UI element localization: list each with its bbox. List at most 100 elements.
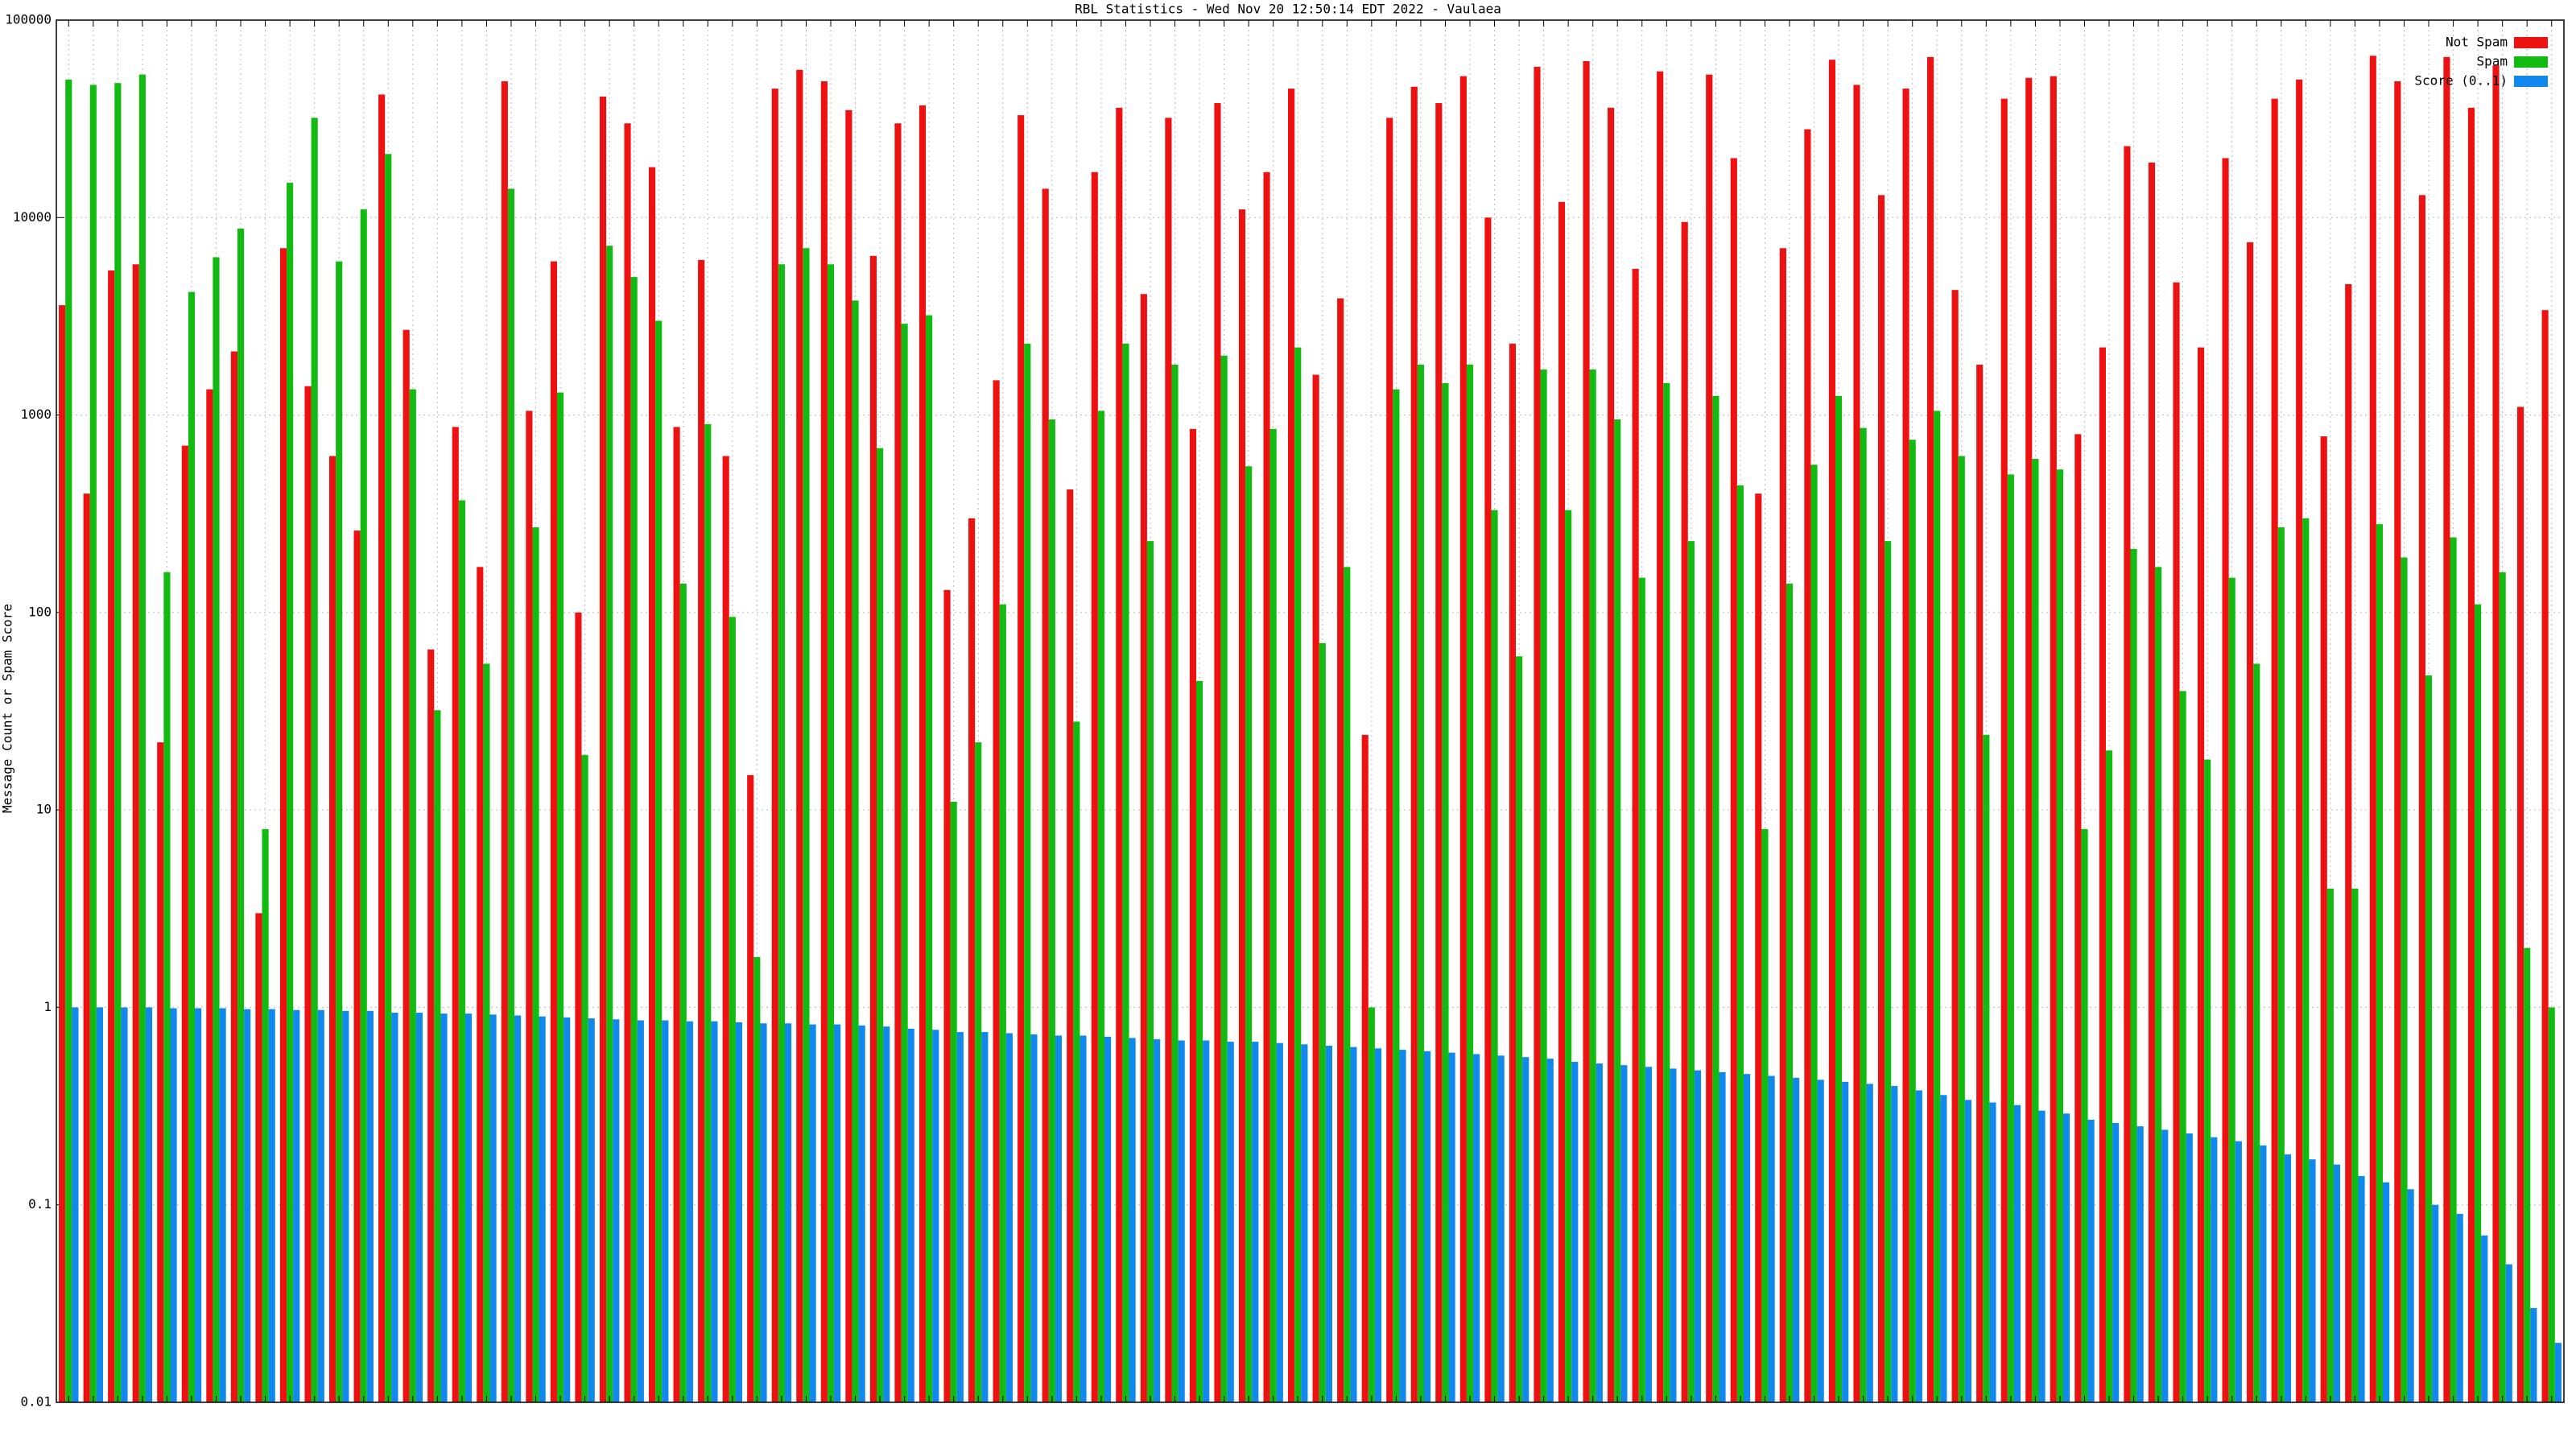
bar — [464, 1013, 473, 1402]
bar — [1877, 195, 1885, 1402]
bar — [1828, 60, 1836, 1403]
bar — [1048, 419, 1055, 1402]
bar — [360, 209, 367, 1402]
bar — [1393, 389, 1400, 1402]
bar — [599, 96, 607, 1402]
bar — [157, 742, 164, 1402]
bar — [108, 270, 115, 1403]
bar — [287, 183, 294, 1403]
bar — [711, 1021, 718, 1402]
bar — [1410, 86, 1418, 1402]
bar — [968, 518, 976, 1402]
bar — [581, 754, 588, 1402]
bar — [2099, 347, 2106, 1402]
bar — [1319, 642, 1326, 1402]
bar — [2277, 527, 2285, 1402]
bar — [2432, 1204, 2439, 1402]
bar — [1442, 382, 1449, 1402]
bar — [1042, 188, 1049, 1402]
bar — [2456, 1213, 2463, 1402]
bar — [2038, 1110, 2046, 1402]
bar — [539, 1016, 546, 1402]
bar — [1779, 248, 1786, 1402]
bar — [138, 74, 146, 1402]
bar — [1337, 298, 1344, 1402]
bar — [655, 320, 663, 1402]
bar — [1263, 171, 1270, 1402]
bar — [1374, 1048, 1382, 1402]
bar — [1196, 680, 1203, 1402]
legend-swatch — [2514, 37, 2548, 48]
bar — [606, 246, 613, 1402]
bar — [1589, 369, 1596, 1402]
bar — [2376, 524, 2384, 1402]
bar — [1810, 464, 1818, 1402]
bar — [1915, 1090, 1922, 1402]
bar — [1516, 656, 1523, 1402]
bar — [514, 1015, 522, 1402]
bar — [1817, 1080, 1824, 1402]
bar — [883, 1026, 890, 1402]
bar — [114, 83, 122, 1402]
bar — [1435, 103, 1443, 1402]
bar — [1154, 1038, 1161, 1402]
bar — [1964, 1100, 1972, 1402]
bar — [501, 80, 508, 1402]
bar — [2492, 65, 2500, 1402]
bar — [132, 264, 139, 1402]
bar — [230, 351, 237, 1402]
bar — [304, 386, 312, 1403]
legend-swatch — [2514, 56, 2548, 68]
bar — [1571, 1062, 1579, 1402]
bar — [1189, 428, 1197, 1402]
bar — [1165, 118, 1172, 1402]
bar — [2333, 1164, 2341, 1402]
legend-label: Not Spam — [2446, 35, 2508, 50]
bar — [1632, 268, 1639, 1402]
bar — [2173, 282, 2180, 1402]
bar — [2013, 1104, 2021, 1402]
bar — [1473, 1054, 1480, 1402]
bar — [2296, 79, 2303, 1402]
bar — [317, 1009, 324, 1402]
bar — [1620, 1065, 1628, 1402]
bar — [2481, 1235, 2488, 1402]
bar — [2222, 158, 2229, 1402]
bar — [391, 1013, 398, 1402]
bar — [637, 1020, 644, 1402]
bar — [2063, 1113, 2070, 1402]
bar — [673, 427, 680, 1402]
bar — [434, 710, 441, 1402]
bar — [1546, 1059, 1554, 1402]
bar — [2499, 572, 2506, 1402]
bar — [1804, 129, 1811, 1402]
bar — [1657, 71, 1664, 1403]
legend-swatch — [2514, 76, 2548, 87]
bar — [366, 1010, 374, 1402]
bar — [2197, 347, 2205, 1402]
bar — [83, 493, 90, 1402]
bar — [213, 257, 220, 1402]
bar — [1614, 419, 1621, 1402]
bar — [2087, 1119, 2095, 1402]
bar — [2425, 675, 2433, 1402]
bar — [1491, 510, 1498, 1402]
bar — [1761, 828, 1769, 1402]
bar — [858, 1025, 865, 1402]
bar — [2161, 1129, 2169, 1402]
bar — [415, 1013, 423, 1402]
bar — [1116, 107, 1123, 1403]
bar — [2284, 1154, 2292, 1402]
bar — [2351, 888, 2359, 1402]
bar — [311, 118, 318, 1402]
bar — [2056, 469, 2064, 1402]
bar — [1842, 1081, 1849, 1402]
bar — [1540, 369, 1547, 1402]
bar — [1744, 1074, 1751, 1402]
bar — [796, 69, 803, 1403]
bar — [532, 527, 539, 1402]
bar — [722, 456, 729, 1402]
bar — [1140, 294, 1147, 1403]
bar — [1129, 1038, 1136, 1402]
bar — [2345, 284, 2352, 1403]
